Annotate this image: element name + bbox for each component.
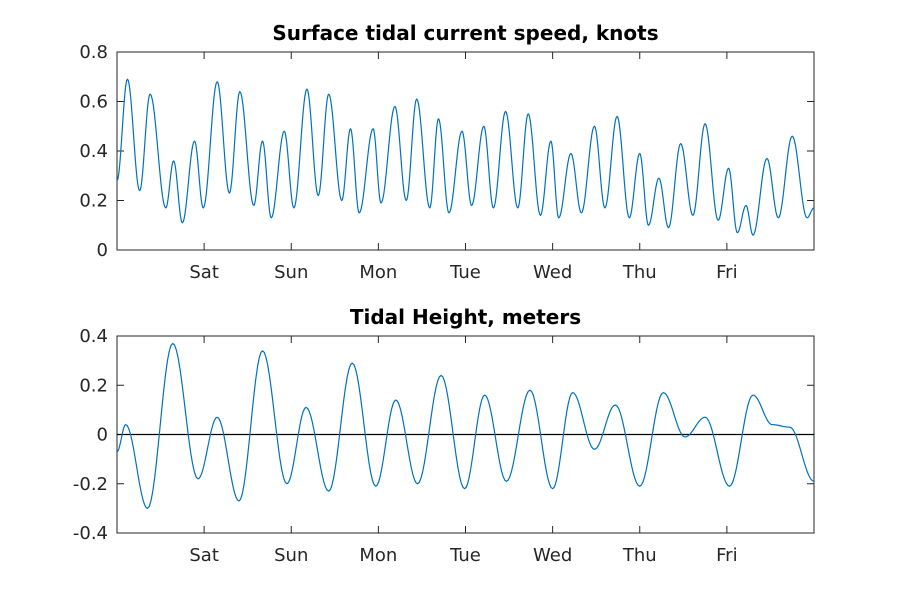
tidal-height-series-line bbox=[116, 342, 815, 509]
current-speed-x-tick-label: Tue bbox=[449, 262, 481, 283]
tidal-height-chart-title: Tidal Height, meters bbox=[350, 305, 581, 329]
tidal-height-x-tick-label: Mon bbox=[359, 545, 397, 566]
tidal-height-x-tick-label: Wed bbox=[533, 545, 572, 566]
current-speed-x-tick-label: Sun bbox=[274, 262, 308, 283]
tidal-height-x-tick-label: Thu bbox=[622, 545, 657, 566]
tidal-height-x-tick-label: Sun bbox=[274, 545, 308, 566]
current-speed-chart-title: Surface tidal current speed, knots bbox=[272, 21, 658, 45]
current-speed-x-tick-label: Mon bbox=[359, 262, 397, 283]
current-speed-series-line bbox=[116, 78, 815, 236]
tidal-height-y-tick-label: 0.2 bbox=[79, 375, 108, 396]
current-speed-x-tick-label: Sat bbox=[189, 262, 219, 283]
current-speed-y-tick-label: 0.8 bbox=[79, 42, 108, 63]
current-speed-y-tick-label: 0 bbox=[97, 240, 108, 261]
tidal-height-y-tick-label: 0 bbox=[97, 425, 108, 446]
tidal-height-y-tick-label: -0.4 bbox=[73, 523, 108, 544]
current-speed-x-tick-label: Wed bbox=[533, 262, 572, 283]
current-speed-x-tick-label: Thu bbox=[622, 262, 657, 283]
current-speed-y-tick-label: 0.2 bbox=[79, 191, 108, 212]
tidal-height-x-tick-label: Sat bbox=[189, 545, 219, 566]
current-speed-x-tick-label: Fri bbox=[716, 262, 737, 283]
tidal-height-x-tick-label: Tue bbox=[449, 545, 481, 566]
current-speed-y-tick-label: 0.4 bbox=[79, 141, 108, 162]
current-speed-y-tick-label: 0.6 bbox=[79, 92, 108, 113]
tidal-height-x-tick-label: Fri bbox=[716, 545, 737, 566]
tidal-height-y-tick-label: 0.4 bbox=[79, 326, 108, 347]
current-speed-axes: Surface tidal current speed, knots 0 0.2 0.… bbox=[79, 21, 815, 283]
tidal-height-axes: Tidal Height, meters -0.4 -0.2 0 0.2 0.4 Sat Su… bbox=[73, 305, 815, 566]
tidal-height-y-tick-label: -0.2 bbox=[73, 474, 108, 495]
